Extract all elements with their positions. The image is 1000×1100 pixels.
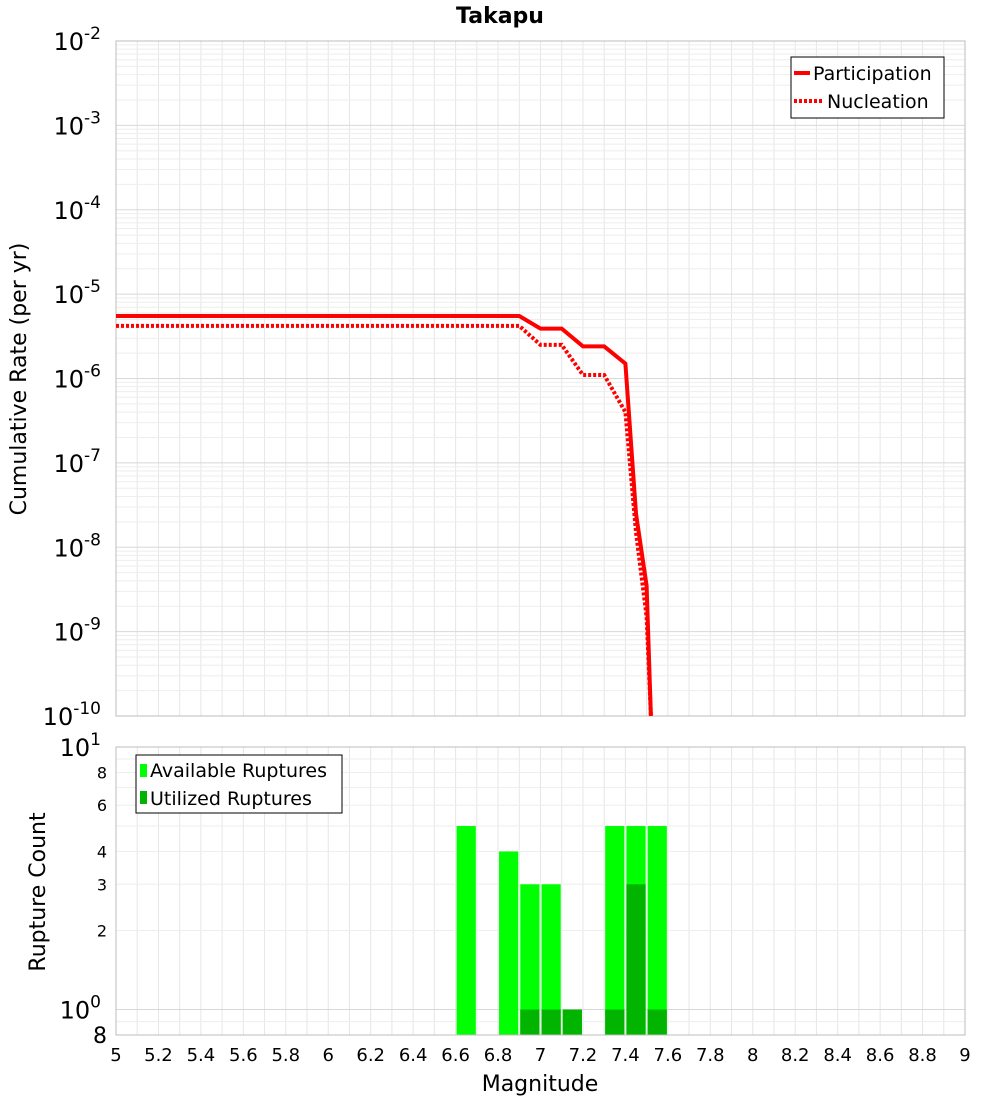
available-ruptures-bar [456,826,476,1035]
utilized-ruptures-bar [605,1009,625,1035]
rate-y-ticks: 10-2 10-3 10-4 10-5 10-6 10-7 10-8 10-9 10-10 [43,24,101,731]
count-bars [456,826,667,1035]
rate-plot-frame [115,40,966,717]
x-tick-label: 6 [323,1045,334,1066]
x-tick-label: 9 [959,1045,970,1066]
nucleation-line [116,323,653,717]
x-tick-labels: 5 5.2 5.4 5.6 5.8 6 6.2 6.4 6.6 6.8 7 7.2 7.4 7.6 7.8 8… [110,1045,970,1066]
x-tick-label: 5.4 [187,1045,216,1066]
rate-legend-box [790,56,945,119]
available-ruptures-bar [605,826,625,1035]
x-tick-label: 7.2 [569,1045,598,1066]
x-tick-label: 6.2 [356,1045,385,1066]
utilized-ruptures-bar [520,1009,540,1035]
rate-y-tick-label: 10-3 [54,108,102,140]
count-y-tick-label: 3 [97,875,107,894]
rate-y-tick-label: 10-4 [54,193,102,225]
rate-grid [115,41,966,717]
utilized-ruptures-bar [562,1009,582,1035]
x-tick-label: 8.2 [781,1045,810,1066]
rate-legend: Participation Nucleation [790,56,945,119]
rate-y-tick-label: 10-6 [54,362,102,394]
count-y-major-tick-label: 100 [60,993,101,1025]
rate-y-tick-label: 10-8 [54,530,102,562]
x-tick-label: 5.2 [144,1045,173,1066]
available-ruptures-bar [541,884,561,1035]
utilized-ruptures-bar [626,884,646,1035]
count-plot-frame [115,746,966,1036]
count-y-major-tick-label: 101 [60,730,101,762]
utilized-ruptures-bar [647,1009,667,1035]
rate-y-tick-label: 10-2 [54,24,102,56]
rate-y-tick-label: 10-10 [43,699,101,731]
rate-series [116,314,653,717]
available-ruptures-bar [499,851,519,1035]
count-y-axis-label: Rupture Count [26,812,51,972]
x-tick-label: 8.6 [866,1045,895,1066]
rate-y-tick-label: 10-5 [54,277,102,309]
participation-line [116,314,653,717]
count-y-tick-label: 6 [97,796,107,815]
utilized-ruptures-bar [541,1009,561,1035]
x-tick-label: 6.4 [399,1045,428,1066]
x-tick-label: 8 [747,1045,758,1066]
count-y-tick-label: 4 [97,842,107,861]
available-legend-swatch [140,764,147,777]
utilized-legend-swatch [140,791,147,804]
x-tick-label: 5.6 [229,1045,258,1066]
x-tick-label: 5 [110,1045,121,1066]
x-tick-label: 5.8 [271,1045,300,1066]
count-y-bottom-label: 8 [93,1024,107,1049]
available-ruptures-bar [520,884,540,1035]
available-legend-label: Available Ruptures [150,760,327,782]
rate-y-tick-label: 10-7 [54,446,102,478]
x-tick-label: 6.8 [484,1045,513,1066]
rate-y-axis-label: Cumulative Rate (per yr) [7,243,32,516]
x-tick-label: 8.4 [823,1045,852,1066]
x-axis-label: Magnitude [482,1072,599,1097]
count-y-tick-label: 2 [97,922,107,941]
rate-y-tick-label: 10-9 [54,615,102,647]
count-y-tick-label: 8 [97,763,107,782]
x-tick-label: 6.6 [441,1045,470,1066]
available-ruptures-bar [647,826,667,1035]
count-legend: Available Ruptures Utilized Ruptures [135,754,343,814]
x-tick-label: 7.6 [654,1045,683,1066]
nucleation-legend-label: Nucleation [827,91,929,113]
utilized-legend-label: Utilized Ruptures [150,788,312,810]
rate-plot: 10-2 10-3 10-4 10-5 10-6 10-7 10-8 10-9 10-10 Cu… [7,24,966,731]
participation-legend-label: Participation [813,63,932,85]
x-tick-label: 7.4 [611,1045,640,1066]
chart-title: Takapu [456,4,544,29]
count-legend-box [135,754,343,814]
x-tick-label: 7 [535,1045,546,1066]
x-tick-label: 8.8 [908,1045,937,1066]
x-tick-label: 7.8 [696,1045,725,1066]
